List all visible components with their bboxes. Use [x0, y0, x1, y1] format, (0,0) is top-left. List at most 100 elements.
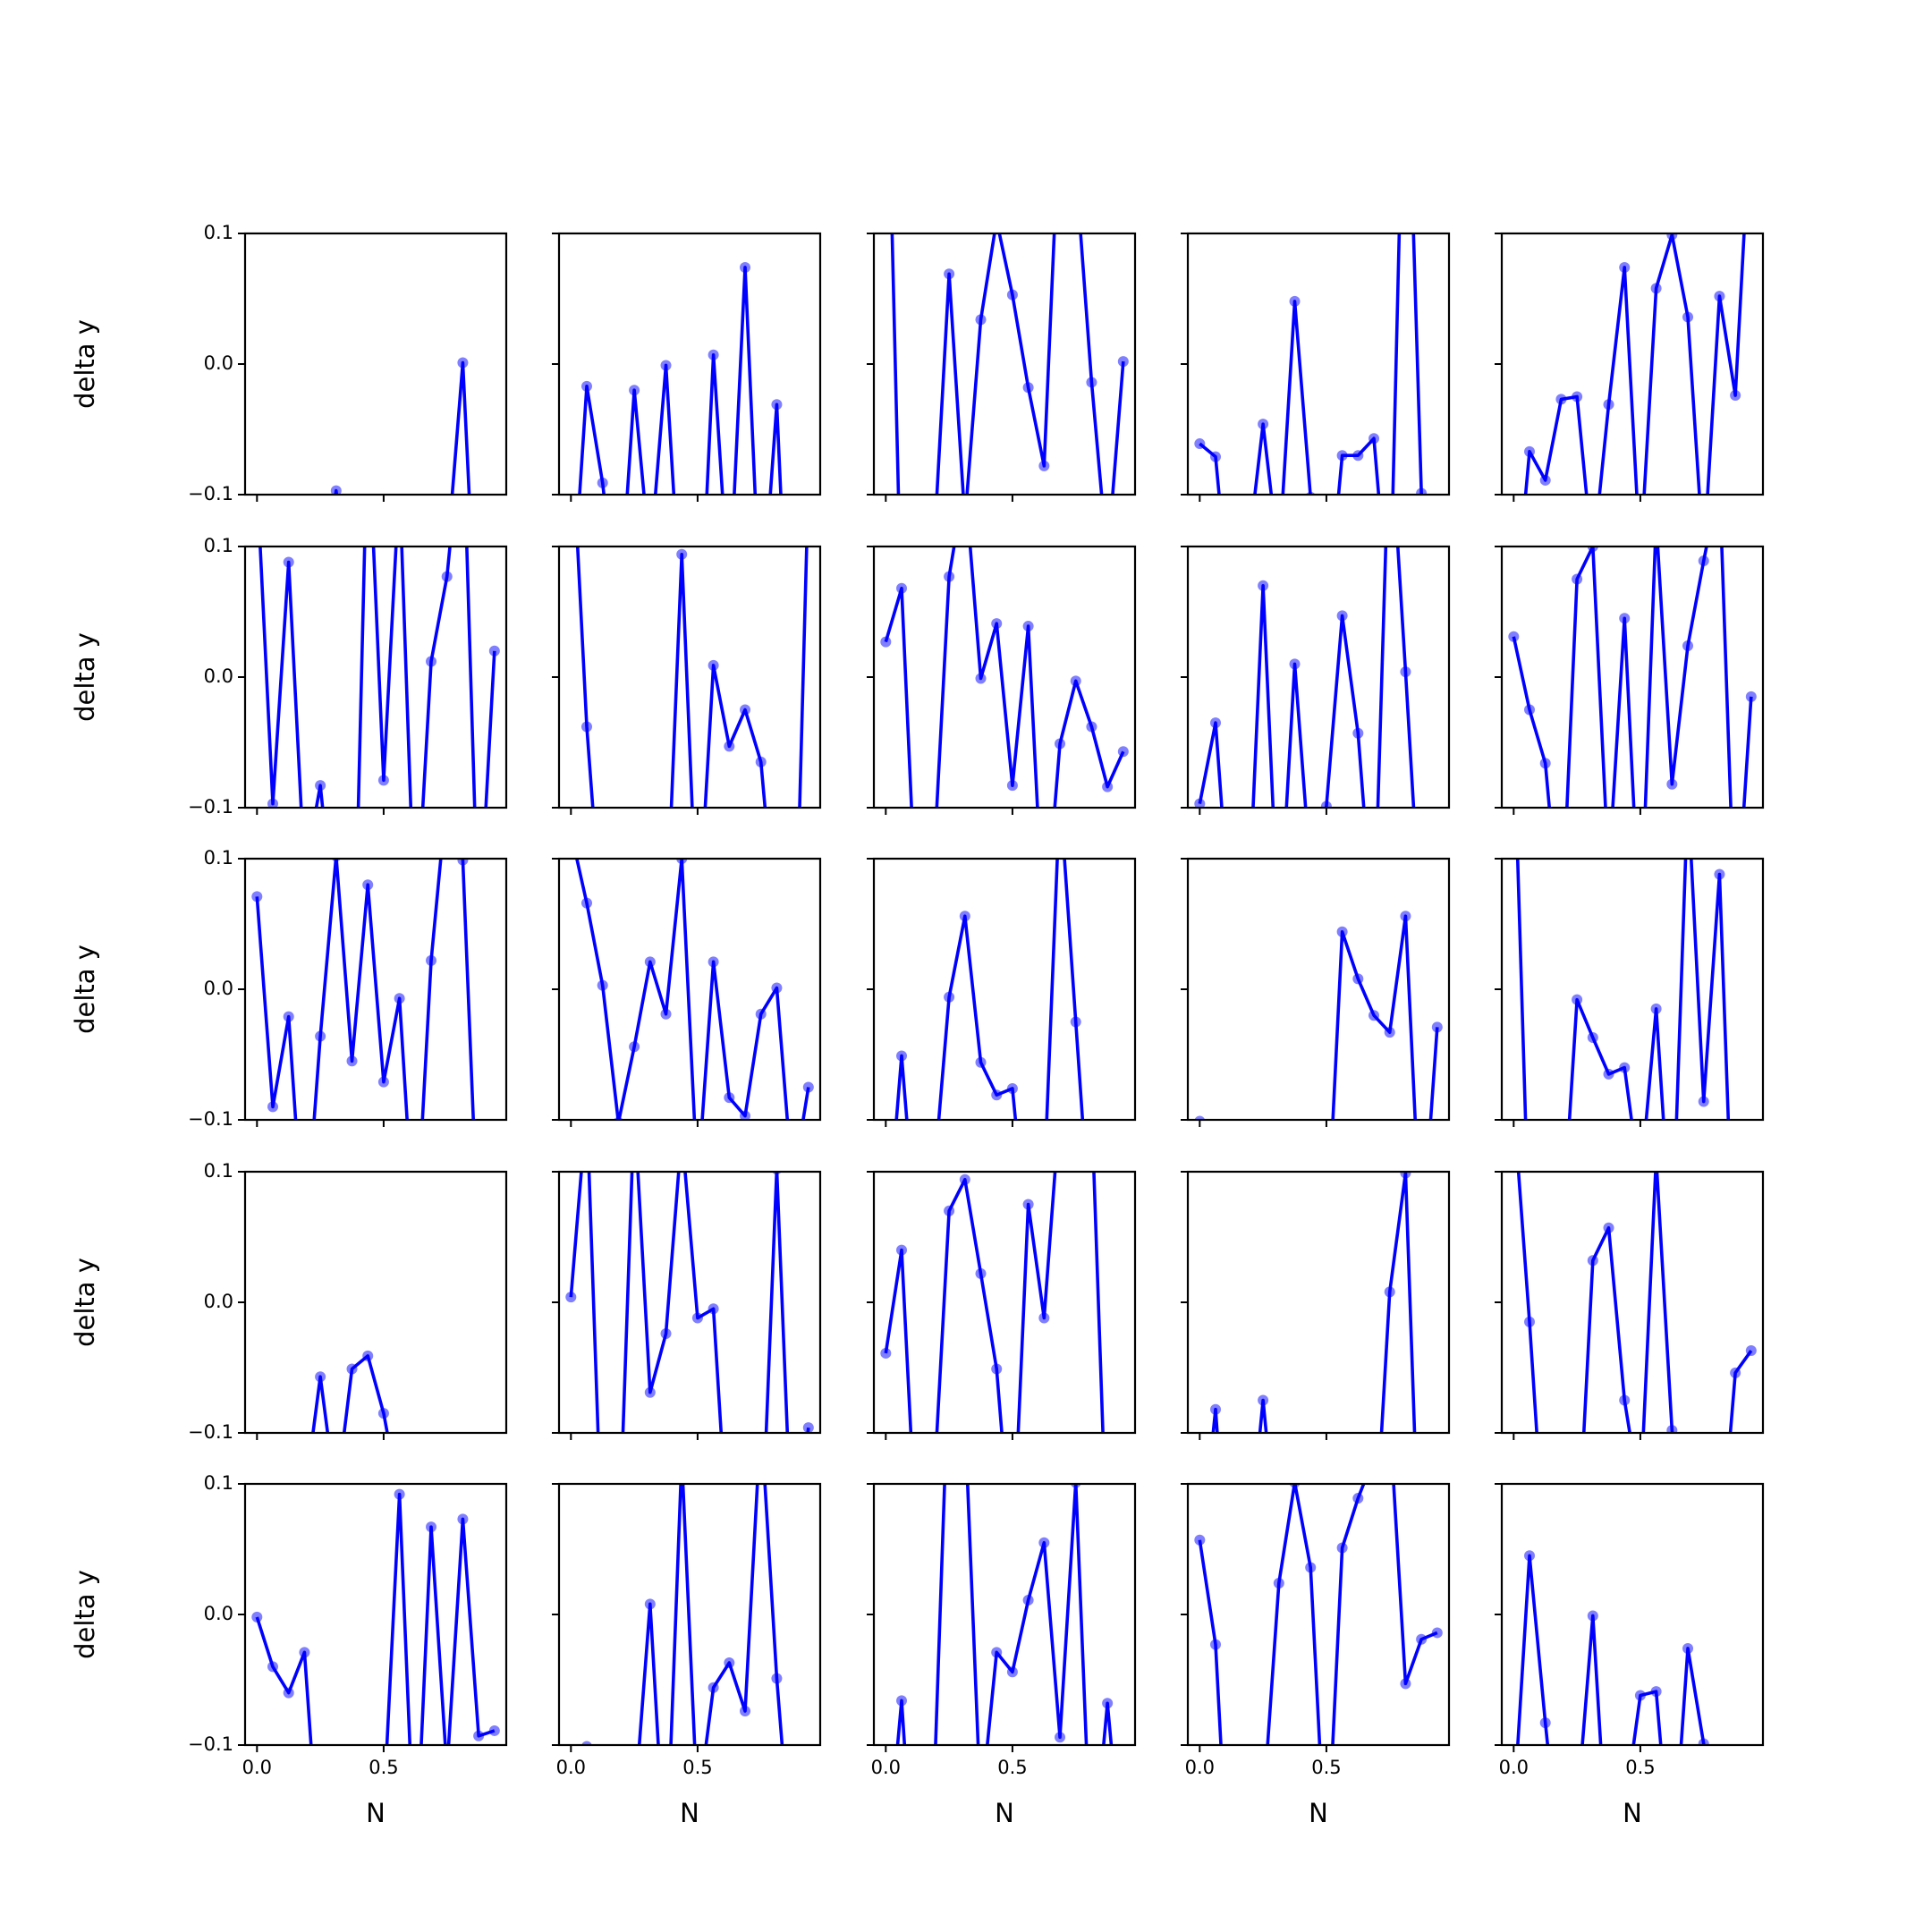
data-point: [1210, 451, 1222, 462]
data-point: [581, 1741, 592, 1745]
plot-area: [895, 1484, 1114, 1881]
data-point: [802, 1081, 814, 1093]
data-point: [1635, 933, 1646, 944]
data-point: [346, 1055, 358, 1067]
data-point: [1400, 666, 1411, 678]
data-point: [959, 911, 970, 922]
data-point: [565, 827, 576, 838]
data-point: [251, 476, 262, 487]
data-point: [315, 594, 326, 605]
data-point: [1194, 1534, 1206, 1546]
data-point: [724, 741, 735, 752]
data-point: [991, 1363, 1003, 1375]
data-point: [928, 1805, 938, 1816]
data-line: [884, 547, 1125, 808]
data-point: [1320, 801, 1332, 808]
data-point: [1572, 1558, 1582, 1569]
data-point: [1273, 1577, 1284, 1589]
data-point: [614, 1116, 623, 1120]
y-tick-label: 0.0: [204, 1603, 233, 1624]
data-point: [1384, 1286, 1395, 1298]
data-point: [755, 756, 767, 767]
data-point: [1650, 1686, 1662, 1698]
data-line: [895, 1484, 1114, 1745]
data-point: [362, 411, 373, 421]
data-point: [299, 816, 309, 826]
data-line: [1516, 1554, 1706, 1745]
y-axis-label: delta y: [70, 319, 100, 409]
data-point: [394, 993, 405, 1004]
x-tick-label: 0.0: [242, 1757, 272, 1778]
data-point: [771, 933, 782, 944]
data-line: [311, 1354, 389, 1433]
data-point: [1241, 1245, 1252, 1256]
data-point: [1007, 1558, 1018, 1569]
data-point: [1666, 1425, 1678, 1433]
data-point: [488, 1724, 500, 1736]
data-point: [613, 1063, 623, 1074]
data-point: [1682, 1558, 1693, 1569]
data-point: [975, 314, 987, 326]
data-point: [1666, 778, 1678, 790]
data-point: [1118, 1310, 1129, 1321]
plot-area: [1523, 97, 1757, 495]
data-point: [912, 933, 923, 944]
data-point: [991, 618, 1003, 630]
data-point: [1274, 1245, 1284, 1256]
data-point: [1290, 1310, 1301, 1321]
data-point: [1102, 555, 1113, 565]
data-point: [975, 673, 987, 684]
data-point: [1651, 1153, 1662, 1164]
data-point: [928, 868, 938, 878]
data-point: [645, 1063, 656, 1074]
data-point: [267, 1661, 279, 1673]
axes-frame: [872, 545, 1137, 809]
data-point: [1038, 460, 1050, 471]
data-line: [1199, 233, 1424, 495]
data-point: [692, 1180, 703, 1191]
data-point: [944, 268, 955, 280]
data-line: [1198, 547, 1416, 808]
data-point: [1210, 1245, 1221, 1256]
data-point: [644, 1598, 656, 1610]
data-point: [299, 1245, 309, 1256]
plot-area: [1516, 1550, 1709, 1745]
data-point: [928, 1493, 938, 1504]
y-axis-label: delta y: [70, 1570, 100, 1659]
axes-frame: [1500, 1482, 1765, 1747]
data-point: [1635, 1493, 1646, 1504]
data-point: [1432, 620, 1443, 631]
data-point: [284, 1558, 294, 1569]
data-point: [740, 704, 751, 716]
data-line: [334, 360, 471, 495]
y-tick-label: −0.1: [188, 483, 233, 504]
data-point: [1352, 450, 1364, 462]
data-line: [1331, 914, 1439, 1120]
data-point: [1698, 1738, 1709, 1745]
data-point: [1416, 1623, 1427, 1634]
data-point: [676, 859, 688, 864]
data-point: [771, 399, 783, 411]
data-point: [613, 620, 623, 631]
data-point: [1305, 491, 1316, 495]
data-point: [1714, 869, 1725, 880]
data-point: [1730, 933, 1741, 944]
data-point: [1635, 1180, 1646, 1191]
data-point: [928, 555, 938, 565]
data-point: [597, 477, 608, 488]
data-point: [1086, 1870, 1097, 1881]
data-point: [1746, 97, 1757, 108]
data-point: [565, 411, 576, 421]
x-tick-label: 0.5: [1625, 1757, 1655, 1778]
data-point: [944, 571, 955, 582]
data-point: [473, 1245, 484, 1256]
data-point: [1714, 291, 1725, 302]
data-point: [378, 555, 389, 565]
data-point: [1258, 1376, 1268, 1386]
plot-area: [578, 261, 783, 631]
data-point: [1352, 1623, 1363, 1634]
y-tick-label: 0.1: [204, 1472, 233, 1494]
data-point: [629, 1805, 640, 1816]
data-point: [629, 1041, 640, 1053]
axes-frame: [872, 232, 1137, 496]
